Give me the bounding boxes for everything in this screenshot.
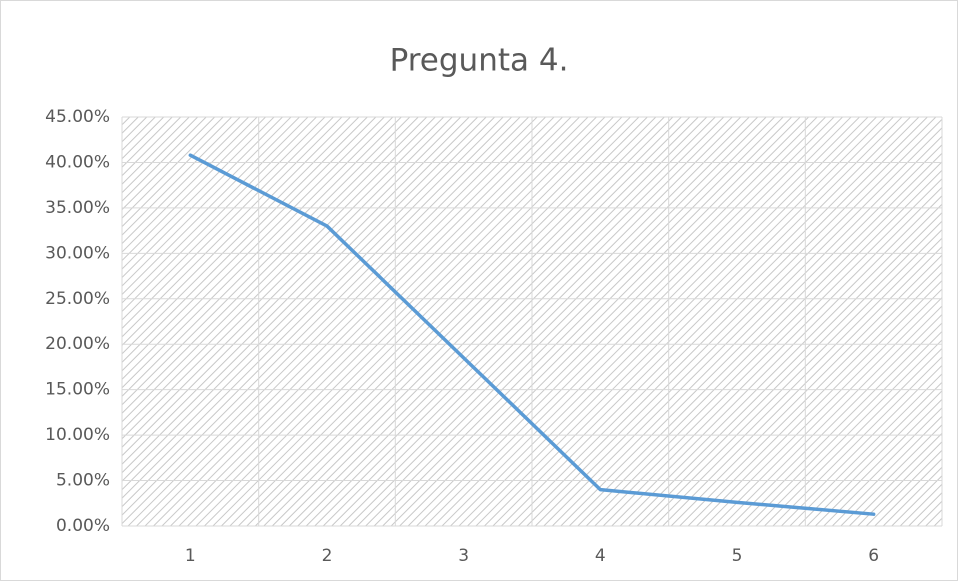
x-tick-label: 3 <box>458 546 469 566</box>
y-tick-label: 20.00% <box>45 334 110 354</box>
y-tick-label: 30.00% <box>45 243 110 263</box>
y-tick-label: 15.00% <box>45 380 110 400</box>
y-tick-label: 40.00% <box>45 152 110 172</box>
y-tick-label: 0.00% <box>56 516 110 536</box>
y-tick-label: 25.00% <box>45 289 110 309</box>
x-tick-label: 5 <box>732 546 743 566</box>
x-tick-label: 6 <box>868 546 879 566</box>
y-tick-label: 35.00% <box>45 198 110 218</box>
data-line <box>188 153 876 516</box>
x-tick-label: 2 <box>322 546 333 566</box>
chart-title: Pregunta 4. <box>390 43 569 79</box>
y-tick-label: 10.00% <box>45 425 110 445</box>
x-tick-label: 1 <box>185 546 196 566</box>
y-tick-label: 5.00% <box>56 471 110 491</box>
y-tick-label: 45.00% <box>45 107 110 127</box>
x-tick-label: 4 <box>595 546 606 566</box>
